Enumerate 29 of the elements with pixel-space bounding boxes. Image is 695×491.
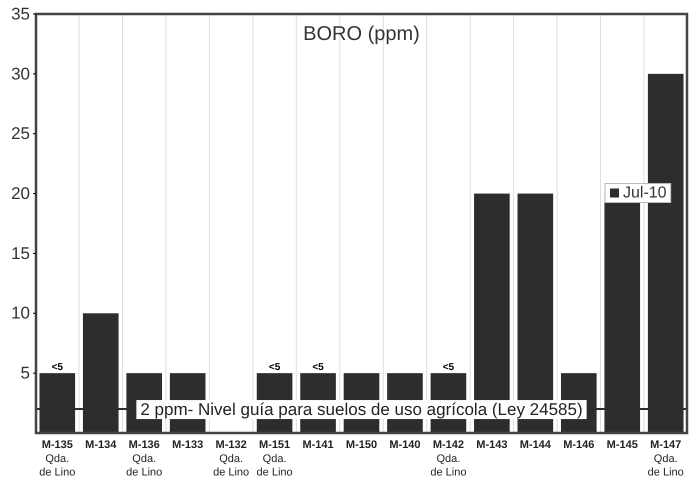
data-label: <5 — [268, 362, 281, 374]
x-tick-label: M-151 Qda. de Lino — [256, 439, 293, 479]
y-tick-label: 15 — [11, 244, 30, 263]
x-tick-label: M-140 — [389, 439, 421, 452]
data-label: <5 — [312, 362, 324, 374]
x-tick-label: M-147 Qda. de Lino — [648, 439, 684, 479]
x-tick-label: M-146 — [563, 439, 594, 452]
ref-line-label: 2 ppm- Nivel guía para suelos de uso agrícola (Ley 24585) — [140, 400, 583, 420]
x-tick-label: M-144 — [520, 439, 552, 452]
y-tick-label: 5 — [20, 364, 30, 383]
y-tick-label: 25 — [11, 124, 30, 144]
x-tick-label: M-141 — [302, 439, 334, 452]
data-label: <5 — [442, 362, 455, 374]
x-tick-label: M-150 — [346, 439, 378, 452]
x-tick-label: M-134 — [85, 439, 118, 452]
y-tick-label: 10 — [11, 304, 30, 323]
x-tick-label: M-133 — [172, 439, 204, 452]
legend-label: Jul-10 — [623, 184, 667, 202]
data-label: <5 — [52, 362, 64, 374]
y-tick-label: 20 — [11, 184, 30, 204]
text: BORO (ppm) — [303, 23, 420, 45]
x-tick-label: M-142 Qda. de Lino — [430, 439, 466, 479]
x-tick-label: M-143 — [476, 439, 508, 452]
x-tick-label: M-132 Qda. de Lino — [213, 439, 250, 479]
x-tick-label: M-136 Qda. de Lino — [126, 439, 162, 479]
x-tick-label: M-135 Qda. de Lino — [39, 439, 76, 479]
y-tick-label: 30 — [11, 64, 30, 84]
y-tick-label: 35 — [11, 4, 30, 24]
x-tick-label: M-145 — [606, 439, 638, 452]
